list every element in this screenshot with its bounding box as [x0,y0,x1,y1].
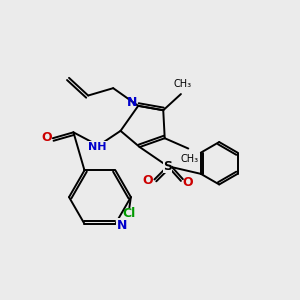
Text: N: N [117,219,127,232]
Text: Cl: Cl [123,207,136,220]
Text: O: O [142,174,153,188]
Text: CH₃: CH₃ [181,154,199,164]
Text: CH₃: CH₃ [173,79,191,89]
Text: O: O [182,176,193,189]
Text: O: O [42,131,52,144]
Text: N: N [127,96,137,109]
Text: NH: NH [88,142,106,152]
Text: S: S [163,160,172,173]
